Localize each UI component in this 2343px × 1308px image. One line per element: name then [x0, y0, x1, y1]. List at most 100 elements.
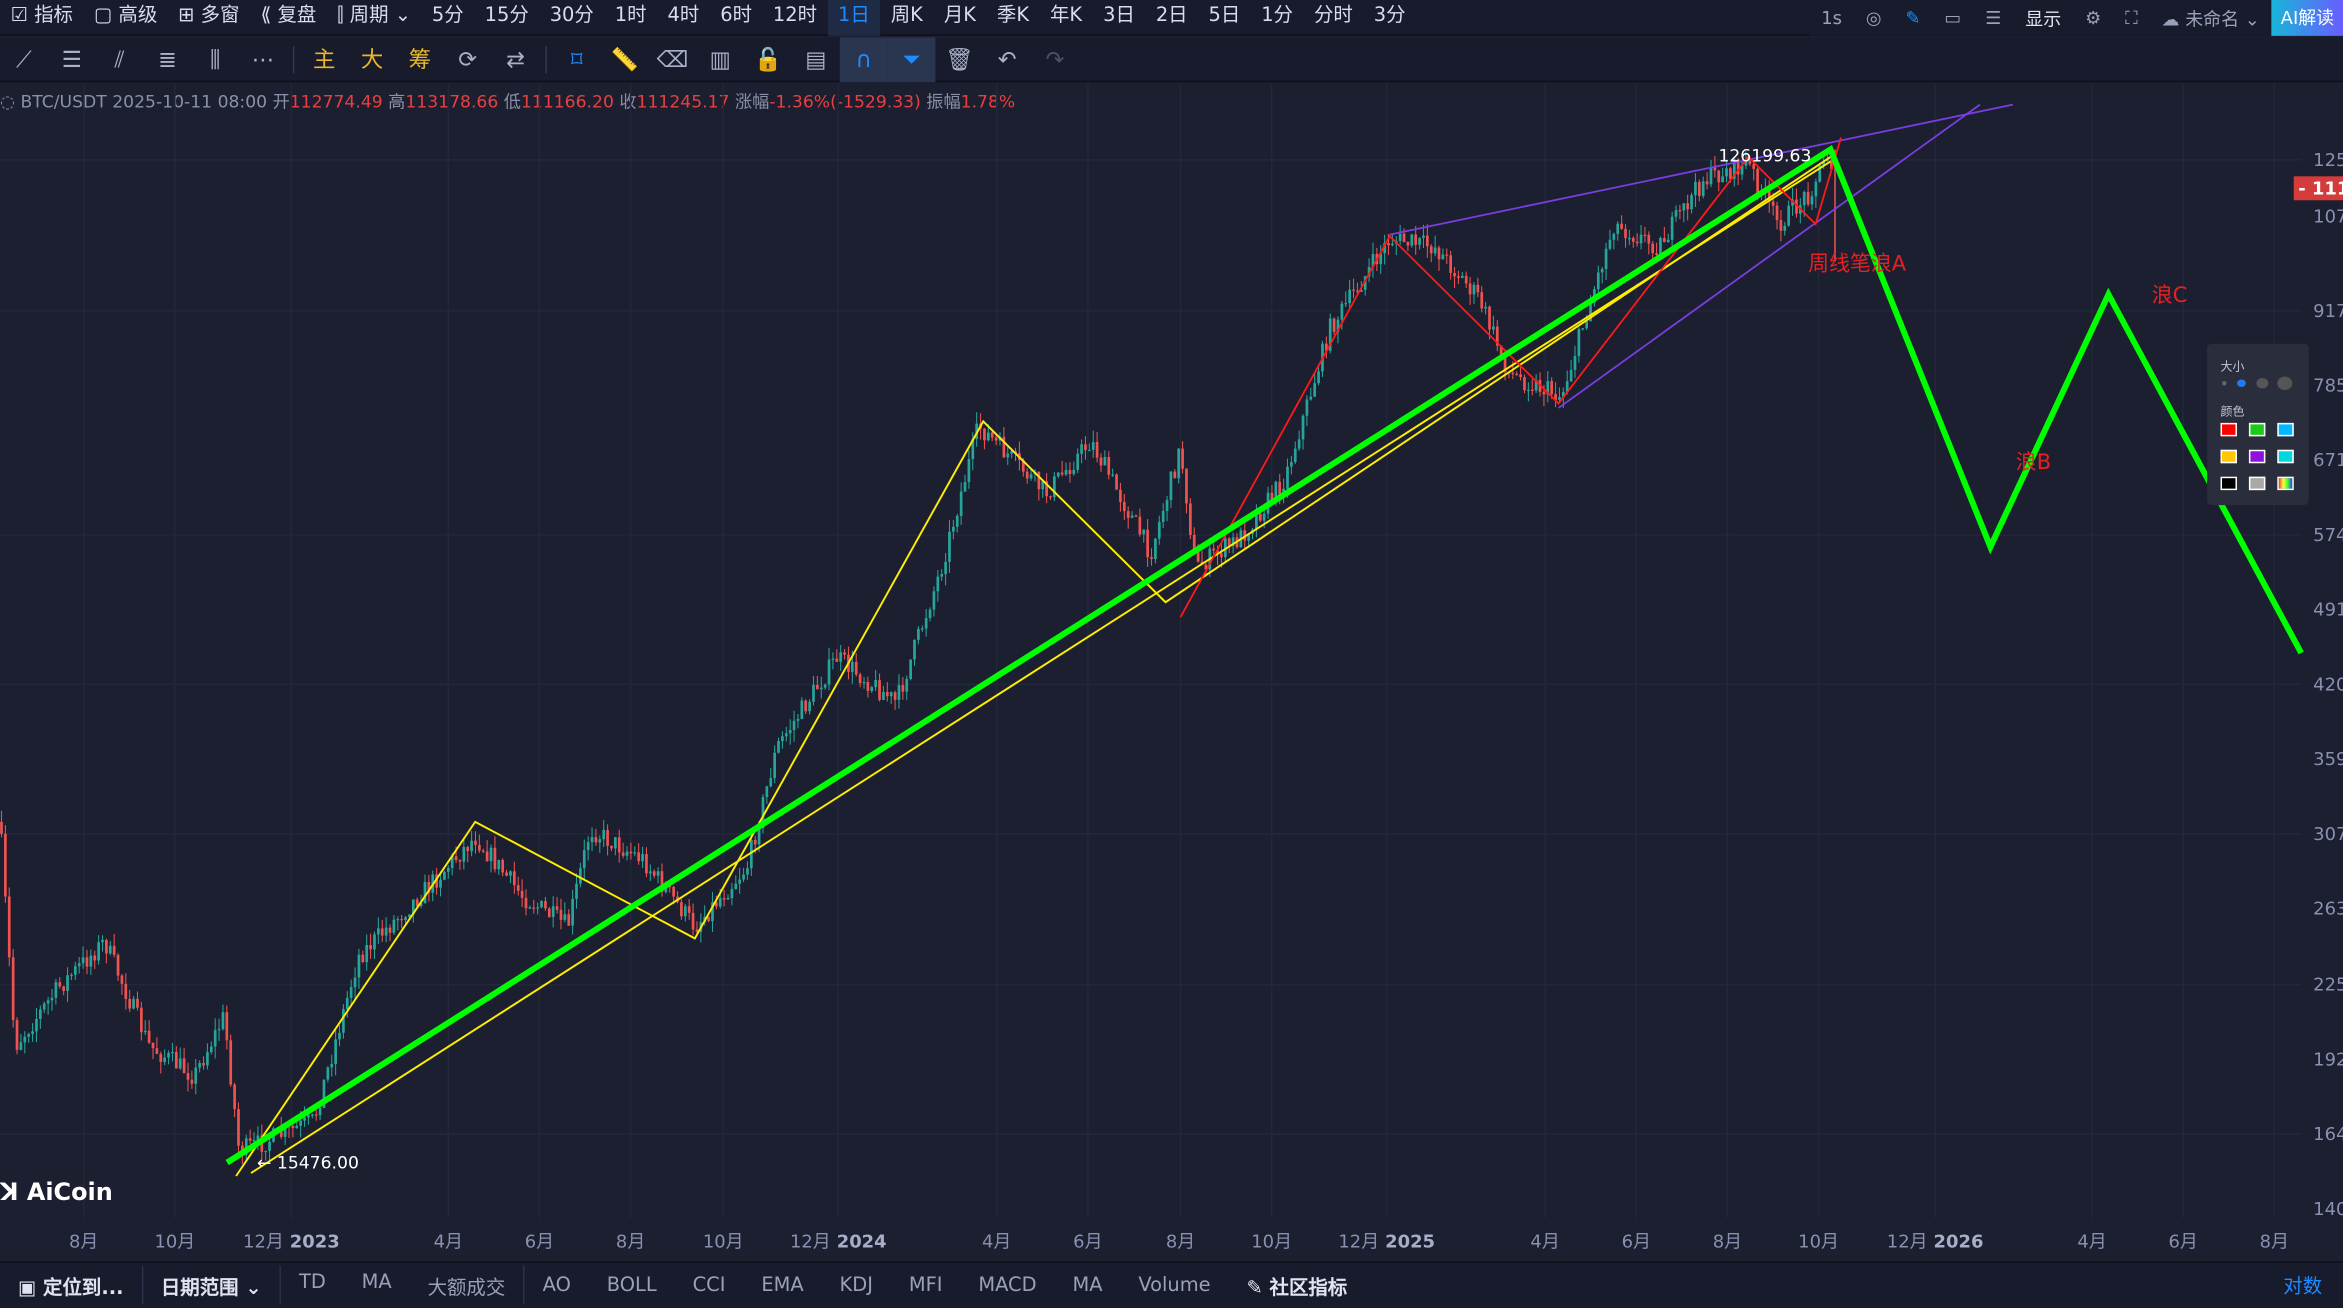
size-option-3[interactable]: [2256, 378, 2269, 389]
magnet-icon[interactable]: ∩: [839, 36, 888, 82]
big-order-tool[interactable]: 大: [360, 46, 384, 74]
color-swatch[interactable]: [2220, 422, 2237, 437]
indicator-ema[interactable]: EMA: [761, 1273, 804, 1297]
purple-channel-top[interactable]: [1389, 103, 2014, 236]
ruler-icon[interactable]: 📏: [610, 45, 639, 73]
color-swatch[interactable]: [2277, 422, 2294, 437]
candle: [625, 851, 629, 856]
color-swatch[interactable]: [2220, 476, 2237, 491]
green-wave-projection[interactable]: [225, 144, 2304, 1166]
color-swatch[interactable]: [2220, 449, 2237, 464]
menu-item-4[interactable]: ⫿ 周期 ⌄: [327, 0, 422, 35]
color-swatch[interactable]: [2248, 476, 2266, 491]
sync-icon[interactable]: ⟳: [458, 45, 478, 73]
menu-item-3[interactable]: ⟪ 复盘: [250, 0, 327, 35]
camera-icon[interactable]: ◎: [1865, 7, 1882, 29]
menu-item-7[interactable]: 30分: [539, 0, 604, 35]
layout-name-dropdown[interactable]: ☁ 未命名 ⌄: [2161, 8, 2260, 30]
menu-item-22[interactable]: 3分: [1363, 0, 1416, 35]
unlock-icon[interactable]: 🔓: [754, 45, 783, 73]
bookmark-icon[interactable]: ⌑: [571, 45, 583, 73]
candle: [959, 491, 963, 516]
indicator-mfi[interactable]: MFI: [908, 1273, 943, 1297]
menu-item-1[interactable]: ▢ 高级: [83, 0, 167, 35]
indicator-td[interactable]: TD: [298, 1270, 326, 1294]
candle: [1391, 243, 1394, 246]
parallel-lines-icon[interactable]: ☰: [61, 45, 82, 73]
chip-tool[interactable]: 筹: [408, 46, 432, 74]
indicator-kdj[interactable]: KDJ: [839, 1273, 873, 1297]
filter-icon[interactable]: ⏷: [887, 36, 936, 82]
menu-item-19[interactable]: 5日: [1198, 0, 1251, 35]
menu-item-13[interactable]: 周K: [880, 0, 933, 35]
menu-item-5[interactable]: 5分: [421, 0, 474, 35]
display-button[interactable]: 显示: [2025, 8, 2062, 30]
time-axis[interactable]: 8月 10月 12月 2023 4月 6月 8月 10月 12月 2024 4月 6月 8月 10月 12月…: [0, 1225, 2301, 1255]
color-swatch[interactable]: [2248, 422, 2266, 437]
menu-item-18[interactable]: 2日: [1145, 0, 1198, 35]
indicator-cci[interactable]: CCI: [692, 1273, 726, 1297]
more-icon[interactable]: ⋯: [251, 45, 275, 73]
indicator-boll[interactable]: BOLL: [606, 1273, 657, 1297]
indicator-大额成交[interactable]: 大额成交: [427, 1276, 506, 1300]
line-tool-icon[interactable]: ⟋: [16, 45, 32, 73]
color-swatch[interactable]: [2248, 449, 2266, 464]
pen-icon[interactable]: ✎: [1905, 7, 1921, 29]
yellow-wave-line[interactable]: [235, 156, 1832, 1177]
settings-icon[interactable]: ⚙: [2085, 7, 2102, 29]
log-scale-toggle[interactable]: 对数: [2283, 1276, 2323, 1299]
menu-item-20[interactable]: 1分: [1251, 0, 1304, 35]
size-option-4[interactable]: [2277, 376, 2293, 391]
menu-item-17[interactable]: 3日: [1093, 0, 1146, 35]
undo-icon[interactable]: ↶: [997, 45, 1017, 73]
menu-item-0[interactable]: ☑ 指标: [0, 0, 83, 35]
layout-icon[interactable]: ▭: [1944, 7, 1962, 29]
divider: [141, 1265, 143, 1305]
indicator-volume[interactable]: Volume: [1138, 1273, 1211, 1297]
candle: [1783, 225, 1787, 231]
community-indicators-button[interactable]: ✎ 社区指标: [1246, 1276, 1348, 1300]
candle: [1278, 481, 1282, 495]
measure-icon[interactable]: ⇄: [506, 45, 525, 73]
menu-item-14[interactable]: 月K: [933, 0, 986, 35]
close-value: 111245.17: [636, 91, 730, 113]
locate-button[interactable]: ▣ 定位到...: [17, 1276, 124, 1300]
ai-interpret-button[interactable]: AI解读: [2271, 0, 2343, 36]
purple-channel-bottom[interactable]: [1558, 103, 1981, 409]
indicator-ao[interactable]: AO: [542, 1273, 571, 1297]
color-swatch[interactable]: [2277, 476, 2294, 491]
menu-item-16[interactable]: 年K: [1040, 0, 1093, 35]
size-option-2[interactable]: [2236, 379, 2246, 388]
candlestick-chart[interactable]: [0, 83, 2343, 1257]
menu-item-21[interactable]: 分时: [1304, 0, 1364, 35]
trash-icon[interactable]: 🗑: [945, 45, 974, 73]
menu-item-6[interactable]: 15分: [474, 0, 539, 35]
refresh-1s[interactable]: 1s: [1821, 7, 1843, 29]
candles-icon[interactable]: ▥: [709, 45, 731, 73]
menu-item-11[interactable]: 12时: [762, 0, 827, 35]
list-icon[interactable]: ☰: [1985, 7, 2002, 29]
size-option-1[interactable]: [2222, 381, 2227, 386]
color-swatch[interactable]: [2277, 449, 2294, 464]
indicator-macd[interactable]: MACD: [978, 1273, 1037, 1297]
indicator-ma[interactable]: MA: [361, 1270, 392, 1294]
date-range-dropdown[interactable]: 日期范围 ⌄: [160, 1276, 262, 1300]
menu-item-10[interactable]: 6时: [710, 0, 763, 35]
fib-tool-icon[interactable]: ≣: [157, 45, 177, 73]
menu-item-12[interactable]: 1日: [827, 0, 881, 36]
candle: [252, 1140, 256, 1142]
main-force-tool[interactable]: 主: [313, 46, 336, 74]
menu-item-2[interactable]: ⊞ 多窗: [168, 0, 250, 35]
indicator-ma[interactable]: MA: [1072, 1273, 1103, 1297]
red-wave-line[interactable]: [1179, 137, 1842, 618]
channel-tool-icon[interactable]: ⫽: [114, 45, 125, 73]
fullscreen-icon[interactable]: ⛶: [2125, 6, 2138, 28]
menu-item-15[interactable]: 季K: [986, 0, 1039, 35]
menu-item-9[interactable]: 4时: [657, 0, 710, 35]
notes-icon[interactable]: ▤: [805, 45, 827, 73]
eraser-icon[interactable]: ⌫: [656, 45, 689, 73]
menu-item-8[interactable]: 1时: [604, 0, 657, 35]
redo-icon[interactable]: ↷: [1045, 45, 1065, 73]
yellow-trend-line[interactable]: [250, 160, 1832, 1174]
pitchfork-icon[interactable]: ⫼: [210, 45, 221, 73]
